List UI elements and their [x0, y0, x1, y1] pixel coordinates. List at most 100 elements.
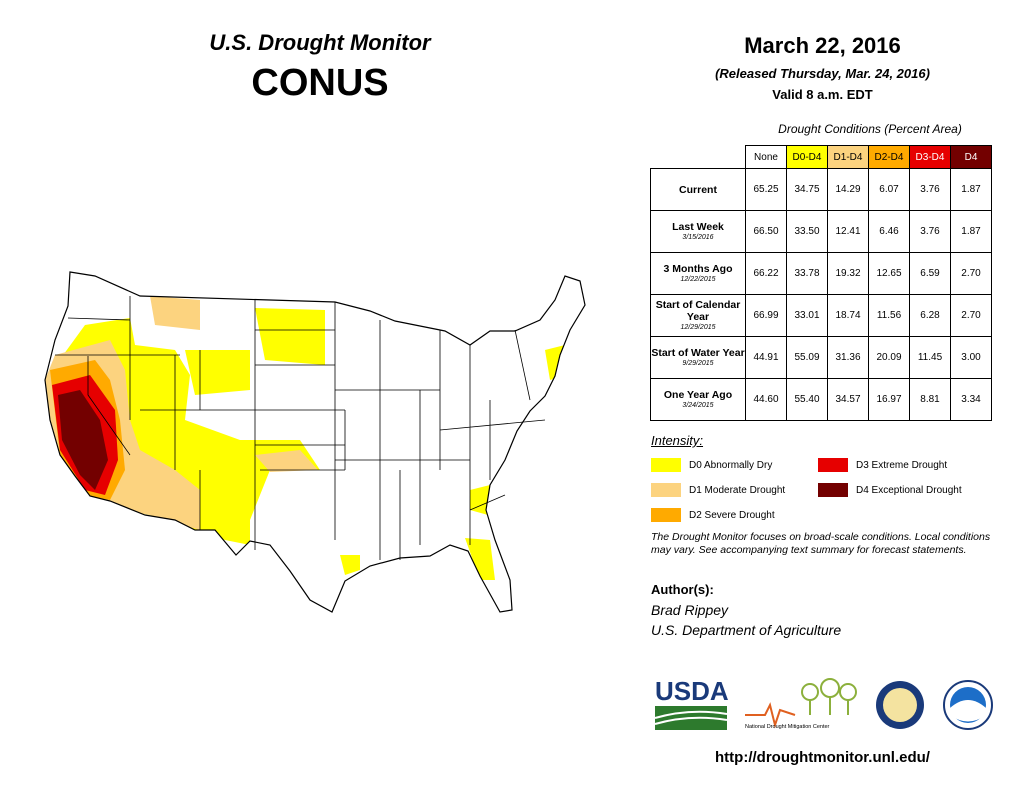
table-row: Start of Calendar Year 12/29/2015 66.99 33.… [650, 294, 992, 337]
row-label: 3 Months Ago 12/22/2015 [650, 252, 746, 295]
table-cell: 2.70 [950, 252, 992, 295]
row-label-text: 3 Months Ago [663, 263, 733, 275]
released: (Released Thursday, Mar. 24, 2016) [715, 66, 930, 81]
column-header: D3-D4 [909, 145, 951, 169]
row-date: 12/29/2015 [680, 324, 716, 331]
valid-time: Valid 8 a.m. EDT [772, 87, 873, 102]
table-cell: 66.50 [745, 210, 787, 253]
table-cell: 66.22 [745, 252, 787, 295]
table-cell: 14.29 [827, 168, 869, 211]
noaa-bird [950, 700, 986, 722]
legend-swatch [651, 458, 681, 472]
row-label-text: Last Week [672, 221, 724, 233]
row-label-text: Current [679, 183, 717, 196]
legend-label: D2 Severe Drought [689, 509, 775, 521]
row-label: One Year Ago 3/24/2015 [650, 378, 746, 421]
table-row: Current 65.25 34.75 14.29 6.07 3.76 1.87 [650, 168, 992, 211]
legend-label: D0 Abnormally Dry [689, 459, 773, 471]
table-cell: 18.74 [827, 294, 869, 337]
legend-title: Intensity: [651, 433, 704, 448]
table-cell: 66.99 [745, 294, 787, 337]
table-cell: 8.81 [909, 378, 951, 421]
row-date: 9/29/2015 [682, 360, 714, 367]
legend-label: D4 Exceptional Drought [856, 484, 962, 496]
row-date: 3/24/2015 [682, 402, 714, 409]
column-header: D2-D4 [868, 145, 910, 169]
row-label-text: One Year Ago [663, 389, 733, 401]
region: CONUS [251, 62, 389, 104]
corner [650, 145, 746, 169]
ndmc-logo: National Drought Mitigation Center [745, 724, 830, 730]
table-cell: 6.46 [868, 210, 910, 253]
table-row: 3 Months Ago 12/22/2015 66.22 33.78 19.32 12.… [650, 252, 992, 295]
table-cell: 65.25 [745, 168, 787, 211]
ndmc-line [745, 702, 796, 729]
table-cell: 34.57 [827, 378, 869, 421]
column-header: D1-D4 [827, 145, 869, 169]
table-cell: 33.78 [786, 252, 828, 295]
url: http://droughtmonitor.unl.edu/ [715, 749, 930, 766]
table-cell: 6.59 [909, 252, 951, 295]
legend-item: D3 Extreme Drought [818, 458, 947, 472]
table-row: One Year Ago 3/24/2015 44.60 55.40 34.57 16.9… [650, 378, 992, 421]
table-cell: 3.76 [909, 210, 951, 253]
table-cell: 20.09 [868, 336, 910, 379]
title: U.S. Drought Monitor [209, 30, 431, 55]
column-header: D0-D4 [786, 145, 828, 169]
table-cell: 16.97 [868, 378, 910, 421]
table-cell: 19.32 [827, 252, 869, 295]
column-header: None [745, 145, 787, 169]
legend-item: D2 Severe Drought [651, 508, 775, 522]
table-cell: 33.01 [786, 294, 828, 337]
legend-item: D1 Moderate Drought [651, 483, 785, 497]
usda-swoosh [654, 710, 728, 725]
row-label-text: Start of Water Year [651, 347, 745, 359]
table-cell: 1.87 [950, 168, 992, 211]
authors-heading: Author(s): [651, 582, 714, 597]
conditions-table: None D0-D4 D1-D4 D2-D4 D3-D4 D4 Current 65.25 34… [650, 145, 992, 421]
column-header: D4 [950, 145, 992, 169]
table-cell: 11.45 [909, 336, 951, 379]
legend-label: D3 Extreme Drought [856, 459, 948, 471]
row-label: Start of Water Year 9/29/2015 [650, 336, 746, 379]
usda-logo: USDA [655, 676, 729, 706]
row-label: Current [650, 168, 746, 211]
note: The Drought Monitor focuses on broad-sca… [651, 531, 991, 556]
table-cell: 33.50 [786, 210, 828, 253]
table-cell: 31.36 [827, 336, 869, 379]
drought-areas [45, 296, 565, 580]
table-cell: 6.07 [868, 168, 910, 211]
row-date: 12/22/2015 [680, 276, 716, 283]
legend-swatch [651, 508, 681, 522]
table-cell: 3.34 [950, 378, 992, 421]
row-label: Start of Calendar Year 12/29/2015 [650, 294, 746, 337]
table-cell: 3.76 [909, 168, 951, 211]
table-cell: 44.60 [745, 378, 787, 421]
table-cell: 1.87 [950, 210, 992, 253]
table-row: Last Week 3/15/2016 66.50 33.50 12.41 6.46 3.7… [650, 210, 992, 253]
legend-swatch [651, 483, 681, 497]
table-cell: 11.56 [868, 294, 910, 337]
table-cell: 12.41 [827, 210, 869, 253]
table-cell: 34.75 [786, 168, 828, 211]
table-caption: Drought Conditions (Percent Area) [778, 122, 962, 136]
row-label: Last Week 3/15/2016 [650, 210, 746, 253]
table-cell: 3.00 [950, 336, 992, 379]
doc-seal-inner [883, 688, 917, 722]
table-cell: 44.91 [745, 336, 787, 379]
legend-swatch [818, 483, 848, 497]
table-row: Start of Water Year 9/29/2015 44.91 55.09 31… [650, 336, 992, 379]
row-label-text: Start of Calendar Year [655, 299, 741, 323]
table-cell: 12.65 [868, 252, 910, 295]
legend-label: D1 Moderate Drought [689, 484, 786, 496]
table-cell: 2.70 [950, 294, 992, 337]
logos: USDA National Drought Mitigation Center [654, 676, 993, 730]
legend-item: D0 Abnormally Dry [651, 458, 772, 472]
author: U.S. Department of Agriculture [651, 622, 842, 638]
map-date: March 22, 2016 [744, 33, 901, 58]
table-cell: 55.09 [786, 336, 828, 379]
table-cell: 6.28 [909, 294, 951, 337]
author: Brad Rippey [651, 602, 729, 618]
row-date: 3/15/2016 [682, 234, 714, 241]
